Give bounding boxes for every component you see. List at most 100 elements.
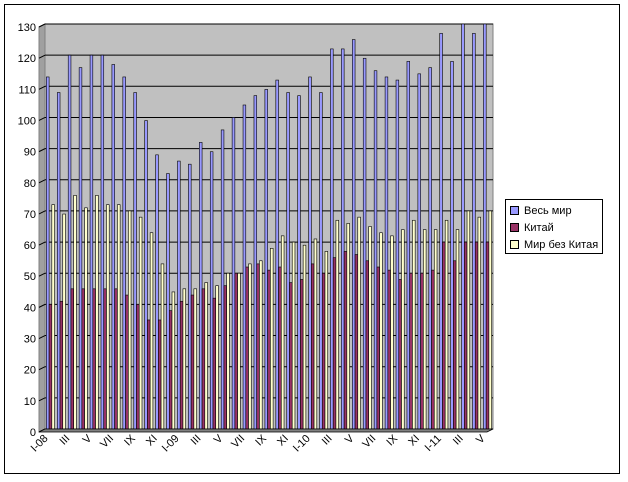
x-tick-label: XI [144,433,160,449]
bar [464,241,468,430]
x-tick-label: IX [384,432,400,448]
bar [248,263,252,430]
bar [384,76,389,430]
legend-swatch [510,223,519,232]
bar [395,79,400,430]
gridline-side [38,335,46,339]
x-tick-label: V [343,432,357,446]
bar [253,95,258,430]
bar [138,216,143,430]
y-tick-label: 40 [24,302,36,314]
bar [308,76,312,430]
bar [439,33,443,430]
legend-item: Китай [510,219,602,236]
bar [483,23,487,430]
bar [133,92,137,430]
y-tick-label: 130 [18,22,36,34]
bar [346,223,350,430]
bar [125,294,129,430]
bar [466,210,471,430]
gridline-side [38,303,46,308]
bar [117,204,121,430]
y-tick-label: 90 [24,147,36,159]
bar [100,54,105,430]
plot-side-wall [38,23,46,433]
bar [188,163,192,430]
bar [226,272,230,430]
gridline-side [38,241,46,246]
bar [147,319,151,430]
bar [485,241,490,430]
gridline-side [38,85,46,90]
bar [70,288,74,430]
x-tick-label: III [451,433,466,448]
bar [423,229,427,430]
bar [78,67,83,430]
plot-floor [38,428,494,433]
y-tick-label: 0 [30,427,36,439]
bar [237,272,241,430]
legend-label: Весь мир [524,204,572,217]
bar [264,89,268,430]
bar [166,173,170,430]
x-tick-label: VII [360,433,378,451]
bar [215,285,219,430]
bar [321,272,326,430]
legend-label: Китай [524,221,554,234]
gridline-side [38,366,46,371]
legend-item: Весь мир [510,202,602,219]
bar [461,23,465,430]
bar [234,272,238,430]
bar [362,57,367,430]
bar [373,70,378,430]
y-tick-label: 80 [24,178,36,190]
bar [390,235,394,430]
x-tick-label: IX [122,432,138,448]
bar [220,129,225,430]
gridline-side [38,210,46,215]
y-tick-label: 120 [18,53,36,65]
bar [122,76,126,430]
bar [223,285,227,430]
bar [81,288,85,430]
y-tick-label: 30 [24,334,36,346]
bar [48,304,53,430]
bar [160,263,165,430]
bar [193,288,197,430]
gridline-side [38,54,46,59]
bar [95,195,99,430]
bar [128,210,132,430]
bar [330,48,334,430]
bar [144,120,148,430]
x-tick-label: V [212,432,226,446]
x-tick-label: III [320,433,335,448]
bar [270,248,274,430]
bar [335,219,339,430]
bar [168,310,173,430]
x-tick-label: I-10 [291,433,313,455]
legend-swatch [510,240,519,249]
bar [488,210,492,430]
bar [365,260,370,430]
bar [46,76,50,430]
bar [291,241,296,430]
legend-swatch [510,206,519,215]
bar [190,294,195,430]
bar [352,39,356,430]
bar [289,282,293,430]
bar [204,282,208,430]
bar [302,244,307,430]
x-tick-label: I-11 [423,433,444,454]
bar [92,288,96,430]
bar [444,219,449,430]
gridline-side [38,397,46,402]
bar [433,229,438,430]
x-tick-label: I-09 [160,433,182,455]
bar [212,297,217,430]
bar [149,232,154,430]
bar [275,79,279,430]
bar [158,319,162,430]
bar [256,263,260,430]
bar [103,288,107,430]
